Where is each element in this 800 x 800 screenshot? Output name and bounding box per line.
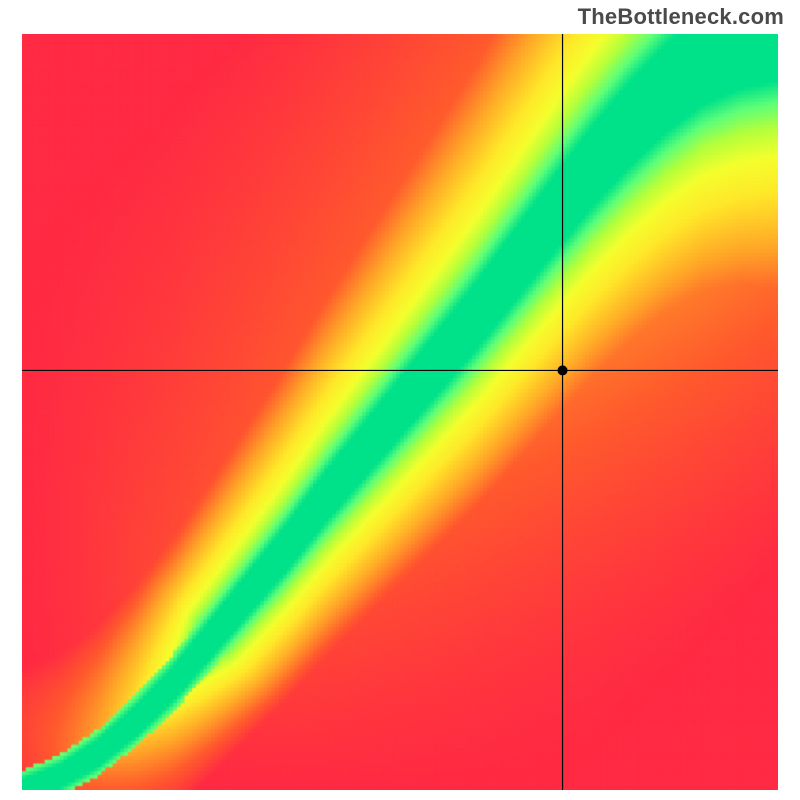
bottleneck-heatmap [22,34,778,790]
chart-container: TheBottleneck.com [0,0,800,800]
watermark-label: TheBottleneck.com [578,4,784,30]
